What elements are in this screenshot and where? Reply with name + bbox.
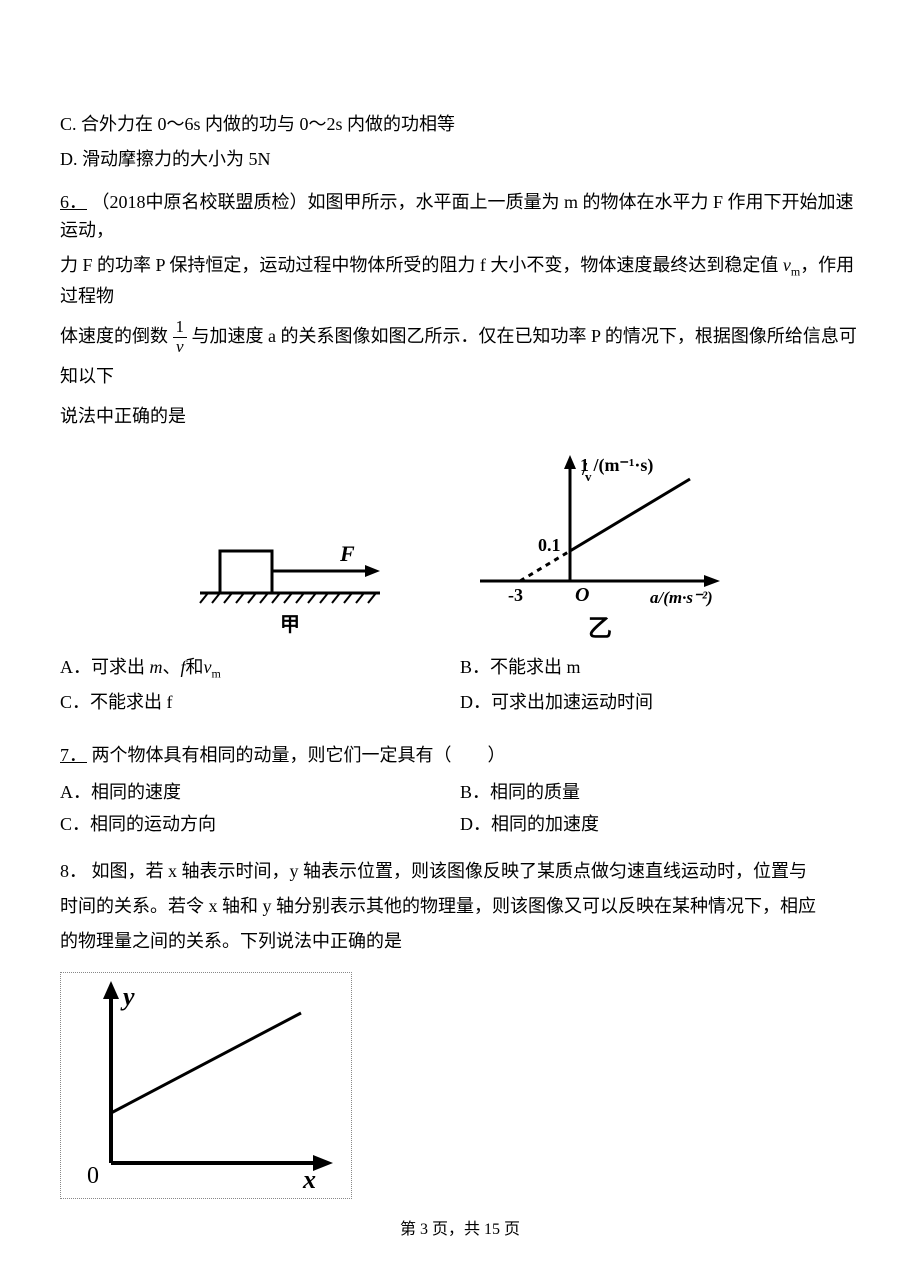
q6b-y-intercept: 0.1 — [538, 535, 561, 555]
q6-text-b-pre: 力 F 的功率 P 保持恒定，运动过程中物体所受的阻力 f 大小不变，物体速度最… — [60, 255, 783, 275]
q6-stem-line2: 力 F 的功率 P 保持恒定，运动过程中物体所受的阻力 f 大小不变，物体速度最… — [60, 251, 860, 311]
footer-post: 页 — [500, 1221, 520, 1238]
q6-force-arrow-head — [365, 565, 380, 577]
q6-stem-line3: 体速度的倒数 1 v 与加速度 a 的关系图像如图乙所示．仅在已知功率 P 的情… — [60, 317, 860, 397]
q6-vm-v: v — [783, 255, 791, 275]
q6b-x-arrow — [704, 575, 720, 587]
q6b-origin: O — [575, 584, 589, 606]
q8-line — [111, 1013, 301, 1113]
q5-option-d: D. 滑动摩擦力的大小为 5N — [60, 145, 860, 174]
footer-total: 15 — [484, 1221, 500, 1238]
q6-option-c: C．不能求出 f — [60, 686, 460, 719]
q8-origin: 0 — [87, 1163, 99, 1189]
q7-stem: 7． 两个物体具有相同的动量，则它们一定具有（ ） — [60, 741, 860, 770]
q5-option-c: C. 合外力在 0～6s 内做的功与 0～2s 内做的功相等 — [60, 110, 860, 139]
q6-fraction: 1 v — [173, 318, 188, 356]
q7-text: 两个物体具有相同的动量，则它们一定具有（ ） — [92, 745, 506, 765]
q6-frac-num: 1 — [173, 318, 188, 338]
q8-number: 8． — [60, 861, 87, 881]
q6a-s1: 、 — [163, 657, 181, 677]
q8-stem-line1: 8． 如图，若 x 轴表示时间，y 轴表示位置，则该图像反映了某质点做匀速直线运… — [60, 857, 860, 886]
q6-options: A．可求出 m、f和vm B．不能求出 m C．不能求出 f D．可求出加速运动… — [60, 651, 860, 719]
q6-option-b: B．不能求出 m — [460, 651, 860, 686]
q7-option-a: A．相同的速度 — [60, 776, 460, 809]
footer-mid: 页，共 — [428, 1221, 484, 1238]
q8-fig-svg: y x 0 — [61, 973, 351, 1198]
q6-text-a: （2018中原名校联盟质检）如图甲所示，水平面上一质量为 m 的物体在水平力 F… — [60, 192, 854, 241]
q6b-y-label: 1/v/(m⁻¹·s) — [580, 455, 653, 484]
q6a-and: 和 — [186, 657, 204, 677]
q8-x-label: x — [302, 1165, 316, 1194]
q7-number: 7． — [60, 745, 87, 765]
q6b-solid — [570, 479, 690, 551]
q6a-vsub: m — [212, 667, 221, 681]
q6b-y-arrow — [564, 455, 576, 469]
footer-page: 3 — [420, 1221, 428, 1238]
q8-y-arrow — [103, 981, 119, 999]
q6-figure-b: 1/v/(m⁻¹·s) 0.1 -3 O a/(m·s⁻²) 乙 — [460, 451, 740, 641]
q8-x-arrow — [313, 1155, 333, 1171]
q6-option-a: A．可求出 m、f和vm — [60, 651, 460, 686]
q6a-pre: A．可求出 — [60, 657, 150, 677]
q6-vm-sub: m — [791, 265, 800, 279]
q6b-x-label: a/(m·s⁻²) — [650, 588, 713, 607]
q6-option-d: D．可求出加速运动时间 — [460, 686, 860, 719]
q8-stem-line3: 的物理量之间的关系。下列说法中正确的是 — [60, 927, 860, 956]
q6-F-label: F — [339, 541, 355, 566]
q6-block — [220, 551, 272, 593]
q6-stem-line1: 6． （2018中原名校联盟质检）如图甲所示，水平面上一质量为 m 的物体在水平… — [60, 188, 860, 246]
q6-figure-a: F 甲 — [180, 521, 400, 641]
q7-option-c: C．相同的运动方向 — [60, 808, 460, 841]
q6b-dashed — [520, 551, 570, 581]
q6-stem-line4: 说法中正确的是 — [60, 402, 860, 431]
q6b-caption: 乙 — [588, 616, 612, 641]
footer-pre: 第 — [400, 1221, 420, 1238]
q7-option-d: D．相同的加速度 — [460, 808, 860, 841]
q6-figure-row: F 甲 — [60, 451, 860, 641]
page-footer: 第 3 页，共 15 页 — [0, 1217, 920, 1243]
q8-y-label: y — [120, 982, 135, 1011]
q7-options: A．相同的速度 B．相同的质量 C．相同的运动方向 D．相同的加速度 — [60, 776, 860, 842]
q6-figB-svg: 1/v/(m⁻¹·s) 0.1 -3 O a/(m·s⁻²) 乙 — [460, 451, 740, 641]
q6a-m: m — [150, 657, 163, 677]
q6-frac-den: v — [173, 338, 188, 357]
q8-text-a: 如图，若 x 轴表示时间，y 轴表示位置，则该图像反映了某质点做匀速直线运动时，… — [92, 861, 808, 881]
q6-text-c-pre: 体速度的倒数 — [60, 326, 168, 346]
q6-figA-caption: 甲 — [280, 614, 300, 636]
q8-figure: y x 0 — [60, 972, 352, 1199]
q7-option-b: B．相同的质量 — [460, 776, 860, 809]
q6-number: 6． — [60, 192, 87, 212]
q6b-x-intercept: -3 — [508, 585, 523, 605]
q8-stem-line2: 时间的关系。若令 x 轴和 y 轴分别表示其他的物理量，则该图像又可以反映在某种… — [60, 892, 860, 921]
q6-figA-svg: F 甲 — [180, 521, 400, 641]
q6a-v: v — [204, 657, 212, 677]
